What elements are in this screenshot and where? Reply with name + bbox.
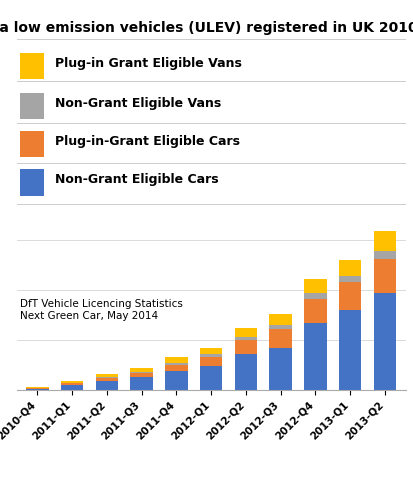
Bar: [199, 356, 222, 366]
Bar: [304, 299, 326, 322]
Bar: [95, 380, 118, 390]
Bar: [304, 279, 326, 293]
Bar: [373, 259, 395, 293]
Bar: [199, 354, 222, 356]
Text: Ultra low emission vehicles (ULEV) registered in UK 2010-2014: Ultra low emission vehicles (ULEV) regis…: [0, 21, 413, 35]
Bar: [199, 366, 222, 390]
FancyBboxPatch shape: [20, 170, 44, 196]
Bar: [165, 364, 187, 371]
Bar: [95, 378, 118, 380]
Bar: [373, 293, 395, 390]
Bar: [199, 348, 222, 354]
Bar: [130, 373, 152, 377]
Bar: [373, 251, 395, 259]
Bar: [234, 340, 256, 354]
Text: Non-Grant Eligible Vans: Non-Grant Eligible Vans: [55, 97, 221, 110]
Text: Plug-in-Grant Eligible Cars: Plug-in-Grant Eligible Cars: [55, 135, 240, 148]
Bar: [165, 371, 187, 390]
FancyBboxPatch shape: [20, 132, 44, 158]
Bar: [130, 372, 152, 373]
Bar: [269, 314, 291, 324]
Bar: [269, 348, 291, 390]
FancyBboxPatch shape: [20, 53, 44, 79]
Bar: [304, 322, 326, 390]
Bar: [95, 374, 118, 376]
Bar: [130, 368, 152, 372]
Bar: [61, 381, 83, 382]
Bar: [165, 357, 187, 362]
Bar: [61, 384, 83, 390]
Bar: [234, 328, 256, 336]
Bar: [26, 388, 49, 390]
Bar: [373, 231, 395, 251]
Bar: [95, 376, 118, 378]
Bar: [234, 336, 256, 340]
Text: Non-Grant Eligible Cars: Non-Grant Eligible Cars: [55, 173, 218, 186]
Bar: [338, 260, 361, 276]
Text: DfT Vehicle Licencing Statistics
Next Green Car, May 2014: DfT Vehicle Licencing Statistics Next Gr…: [20, 300, 183, 321]
Bar: [165, 362, 187, 364]
Text: Plug-in Grant Eligible Vans: Plug-in Grant Eligible Vans: [55, 56, 242, 70]
Bar: [338, 310, 361, 390]
Bar: [269, 329, 291, 347]
Bar: [234, 354, 256, 390]
Bar: [130, 377, 152, 390]
Bar: [338, 276, 361, 282]
Bar: [304, 294, 326, 299]
FancyBboxPatch shape: [20, 93, 44, 120]
Bar: [338, 282, 361, 310]
Bar: [61, 383, 83, 384]
Bar: [269, 324, 291, 329]
